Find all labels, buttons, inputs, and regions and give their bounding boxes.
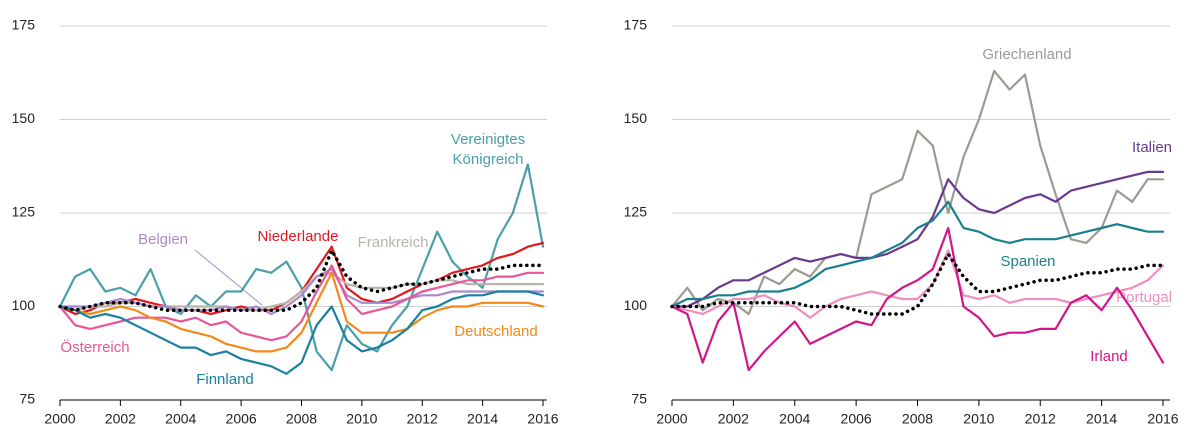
x-tick-label: 2012 [1025, 411, 1056, 427]
y-tick-label: 75 [19, 391, 35, 407]
y-tick-label: 175 [624, 17, 648, 33]
y-tick-label: 100 [12, 297, 36, 313]
y-tick-label: 100 [624, 297, 648, 313]
series-label: Spanien [1000, 253, 1055, 270]
series-label: Griechenland [982, 46, 1071, 63]
series-label: Finnland [196, 371, 254, 388]
y-tick-label: 75 [631, 391, 647, 407]
y-tick-label: 175 [12, 17, 36, 33]
x-tick-label: 2008 [286, 411, 317, 427]
series-label: Niederlande [258, 228, 339, 245]
series-label: Belgien [138, 231, 188, 248]
x-tick-label: 2000 [44, 411, 75, 427]
average-line [58, 248, 545, 312]
x-tick-label: 2004 [165, 411, 196, 427]
x-tick-label: 2006 [226, 411, 257, 427]
x-tick-label: 2016 [527, 411, 558, 427]
x-tick-label: 2004 [779, 411, 810, 427]
series-label: Österreich [60, 338, 129, 356]
series-label: Deutschland [454, 323, 537, 340]
y-tick-label: 150 [12, 110, 36, 126]
y-tick-label: 125 [624, 204, 648, 220]
series-label: Portugal [1116, 289, 1172, 306]
x-tick-label: 2006 [841, 411, 872, 427]
series-line [670, 226, 1165, 372]
x-tick-label: 2014 [1086, 411, 1117, 427]
x-tick-label: 2010 [963, 411, 994, 427]
series-label: Italien [1132, 139, 1172, 156]
average-line [670, 252, 1165, 316]
y-tick-label: 125 [12, 204, 36, 220]
series-line [58, 290, 545, 375]
series-label: Vereinigtes Königreich [451, 131, 525, 168]
series-line [58, 268, 545, 316]
label-pointer [194, 249, 263, 306]
series-label: Irland [1090, 348, 1128, 365]
x-tick-label: 2012 [407, 411, 438, 427]
x-tick-label: 2000 [656, 411, 687, 427]
x-tick-label: 2002 [105, 411, 136, 427]
x-tick-label: 2016 [1147, 411, 1178, 427]
series-label: Frankreich [358, 234, 429, 251]
series-line [670, 170, 1165, 308]
series-line [670, 69, 1165, 316]
series-line [58, 163, 545, 372]
x-tick-label: 2014 [467, 411, 498, 427]
x-tick-label: 2002 [718, 411, 749, 427]
x-tick-label: 2008 [902, 411, 933, 427]
series-line [58, 264, 545, 342]
x-tick-label: 2010 [346, 411, 377, 427]
y-tick-label: 150 [624, 110, 648, 126]
series-line [670, 249, 1165, 319]
series-line [670, 200, 1165, 308]
series-line [58, 271, 545, 353]
